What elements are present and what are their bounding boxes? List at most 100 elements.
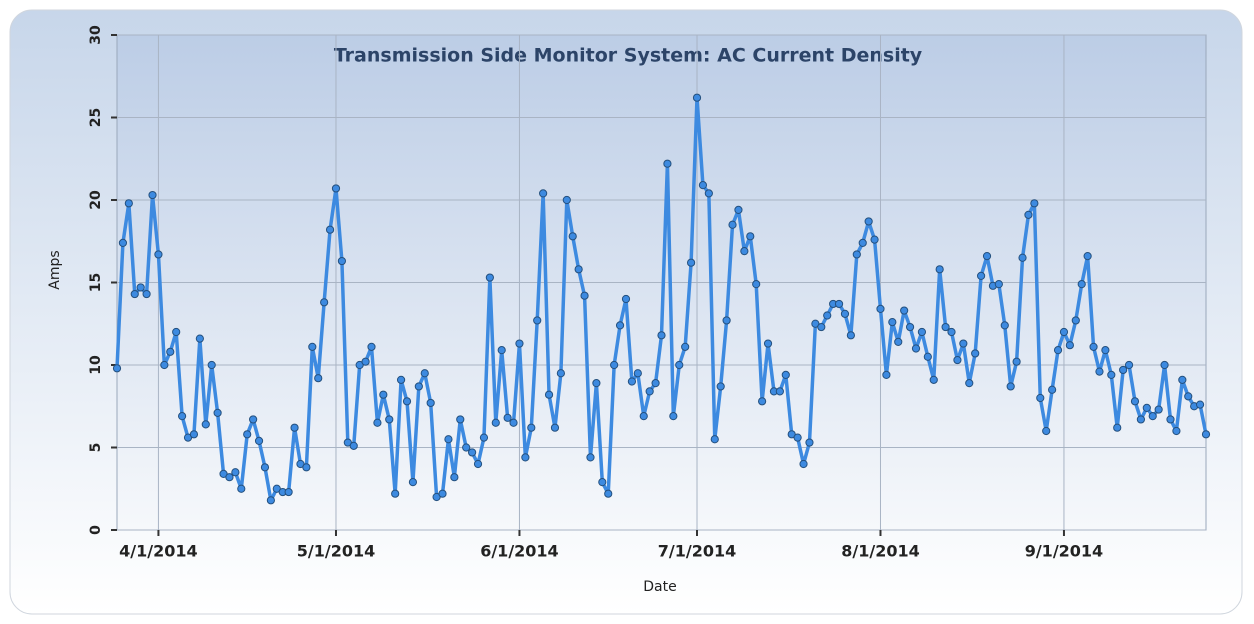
point [976, 271, 986, 280]
point [331, 184, 341, 193]
point [479, 433, 489, 442]
point [112, 364, 122, 373]
point [302, 463, 311, 472]
point [722, 316, 731, 325]
point [367, 342, 376, 351]
point [195, 334, 204, 343]
point [645, 387, 654, 396]
point [1000, 321, 1009, 330]
point [337, 256, 347, 266]
point [349, 441, 358, 450]
point [734, 205, 743, 214]
point [438, 489, 447, 498]
point [1172, 426, 1181, 436]
point [1107, 370, 1116, 379]
point [1201, 430, 1211, 439]
point [1077, 280, 1086, 289]
point [1042, 426, 1051, 436]
point [308, 342, 317, 351]
point [686, 258, 696, 267]
point [965, 379, 974, 388]
x-tick-label: 7/1/2014 [658, 542, 736, 561]
point [763, 339, 773, 348]
point [698, 181, 708, 190]
point [379, 390, 388, 399]
point [568, 232, 577, 241]
point [213, 408, 222, 417]
point [1184, 392, 1193, 401]
point [124, 199, 133, 208]
point [580, 291, 589, 300]
point [1178, 375, 1187, 384]
point [450, 473, 459, 482]
x-tick-label: 6/1/2014 [480, 542, 558, 561]
point [781, 370, 790, 379]
point [462, 443, 471, 452]
point [574, 265, 583, 274]
point [1130, 397, 1140, 406]
point [740, 247, 749, 256]
point [1024, 210, 1033, 219]
x-tick-label: 9/1/2014 [1025, 542, 1103, 561]
point [941, 322, 950, 332]
point [1119, 365, 1128, 375]
point [1012, 357, 1021, 366]
point [497, 346, 506, 355]
y-tick-label: 15 [88, 273, 104, 292]
point [817, 322, 826, 332]
point [852, 250, 861, 259]
point [746, 232, 755, 241]
point [189, 430, 199, 439]
point [509, 418, 518, 427]
point [201, 420, 210, 429]
point [491, 418, 500, 427]
y-tick-label: 10 [88, 355, 104, 375]
point [627, 377, 637, 386]
y-axis-label: Amps [47, 250, 63, 289]
point [971, 349, 980, 358]
point [900, 306, 909, 315]
point [249, 415, 258, 424]
point [864, 217, 873, 226]
point [675, 360, 684, 370]
point [681, 342, 690, 351]
point [373, 418, 382, 427]
point [485, 273, 494, 282]
point [704, 189, 713, 198]
point [1059, 327, 1069, 337]
point [178, 412, 187, 421]
point [154, 250, 163, 259]
point [1166, 415, 1175, 424]
point [758, 397, 767, 406]
point [728, 220, 737, 229]
point [1142, 403, 1151, 412]
point [1124, 360, 1134, 370]
point [314, 374, 323, 383]
point [290, 423, 299, 432]
point [621, 294, 631, 304]
chart-title: Transmission Side Monitor System: AC Cur… [334, 45, 923, 67]
point [527, 423, 536, 432]
point [858, 238, 867, 247]
point [639, 412, 648, 421]
point [1113, 423, 1122, 432]
point [923, 352, 932, 361]
point [935, 265, 944, 274]
point [456, 415, 465, 424]
point [468, 448, 477, 457]
point [692, 93, 702, 102]
y-tick-label: 0 [88, 525, 104, 535]
point [846, 331, 855, 340]
point [870, 235, 879, 244]
point [1154, 405, 1163, 414]
point [586, 453, 595, 462]
point [929, 375, 938, 384]
point [959, 339, 968, 348]
point [657, 331, 666, 340]
point [225, 473, 234, 482]
point [266, 496, 275, 505]
point [994, 280, 1003, 289]
y-tick-label: 30 [88, 25, 104, 45]
point [905, 322, 915, 332]
